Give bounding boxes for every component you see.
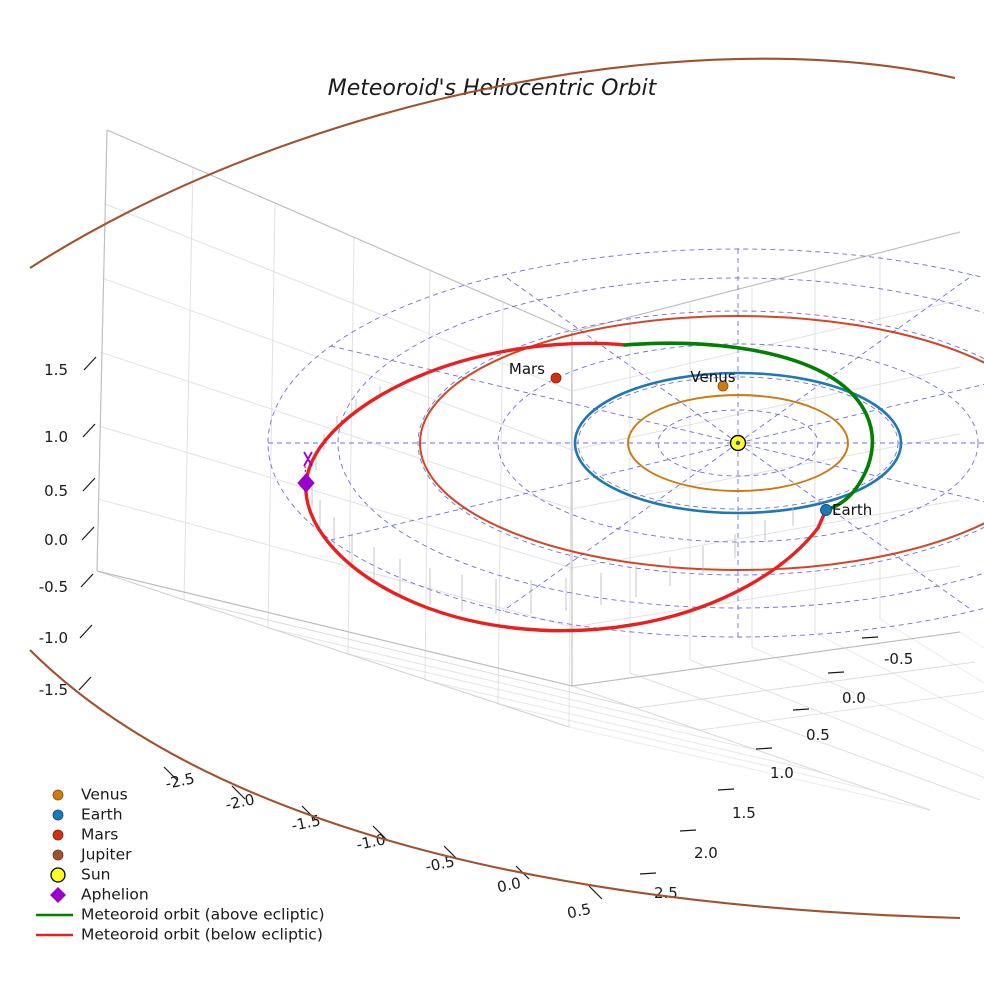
meteoroid-orbit-below-ecliptic	[304, 341, 828, 633]
legend-item-mars[interactable]: Mars	[52, 826, 118, 844]
y-tick-0: -0.5	[884, 650, 913, 668]
x-tick-5: 0.0	[495, 874, 522, 897]
legend-earth-label: Earth	[81, 806, 123, 824]
legend-item-earth[interactable]: Earth	[52, 806, 123, 824]
mars-label: Mars	[509, 360, 545, 378]
legend-item-orbit-above[interactable]: Meteoroid orbit (above ecliptic)	[36, 906, 325, 924]
aphelion-cross-icon	[303, 451, 313, 467]
legend-earth-marker-icon	[52, 809, 64, 821]
y-axis-ticks	[639, 636, 879, 875]
y-tick-1: 0.0	[842, 689, 866, 707]
legend-jupiter-label: Jupiter	[80, 846, 132, 864]
mars-orbit	[419, 315, 984, 571]
earth-label: Earth	[832, 501, 872, 519]
y-tick-5: 2.0	[694, 844, 718, 862]
legend-orbit-above-label: Meteoroid orbit (above ecliptic)	[81, 906, 325, 924]
legend-venus-marker-icon	[52, 789, 64, 801]
z-axis-tick-labels: 1.5 1.0 0.5 0.0 -0.5 -1.0 -1.5	[39, 361, 68, 699]
axis-box-edges	[96, 129, 961, 687]
legend-item-aphelion[interactable]: Aphelion	[50, 886, 149, 904]
back-right-wall-grid	[571, 231, 961, 687]
earth-orbit	[573, 371, 903, 515]
z-tick-0: 1.5	[44, 361, 68, 379]
legend-aphelion-diamond-icon	[50, 887, 66, 903]
x-tick-0: -2.5	[164, 769, 196, 793]
z-tick-3: 0.0	[44, 531, 68, 549]
legend-mars-marker-icon	[52, 829, 64, 841]
legend-orbit-below-label: Meteoroid orbit (below ecliptic)	[81, 926, 323, 944]
venus-label: Venus	[690, 368, 735, 386]
legend-sun-label: Sun	[81, 866, 111, 884]
legend: Venus Earth Mars Jupiter Sun	[36, 786, 325, 944]
x-tick-3: -1.0	[355, 830, 387, 854]
y-tick-6: 2.5	[654, 884, 678, 902]
z-axis-ticks	[78, 356, 97, 691]
z-tick-2: 0.5	[44, 482, 68, 500]
axis-panes	[96, 129, 984, 811]
mars-marker	[550, 372, 562, 384]
ecliptic-polar-grid	[267, 248, 984, 638]
y-axis-tick-labels: -0.5 0.0 0.5 1.0 1.5 2.0 2.5	[654, 650, 913, 902]
meteoroid-droplines	[311, 386, 794, 614]
z-tick-5: -1.0	[39, 629, 68, 647]
venus-marker	[717, 380, 729, 392]
sun-center-dot	[735, 440, 741, 446]
jupiter-orbit	[29, 57, 961, 920]
legend-sun-marker-icon	[50, 867, 66, 883]
z-tick-6: -1.5	[39, 681, 68, 699]
aphelion-diamond-marker	[297, 473, 315, 493]
venus-orbit	[627, 394, 849, 492]
z-tick-1: 1.0	[44, 428, 68, 446]
x-tick-1: -2.0	[224, 790, 256, 814]
aphelion-marker-group	[297, 451, 315, 493]
legend-item-venus[interactable]: Venus	[52, 786, 128, 804]
earth-marker	[820, 504, 832, 516]
x-axis-tick-labels: -2.5 -2.0 -1.5 -1.0 -0.5 0.0 0.5	[164, 769, 593, 922]
legend-item-orbit-below[interactable]: Meteoroid orbit (below ecliptic)	[36, 926, 323, 944]
legend-item-jupiter[interactable]: Jupiter	[52, 846, 132, 864]
legend-jupiter-marker-icon	[52, 849, 64, 861]
legend-mars-label: Mars	[81, 826, 118, 844]
body-markers	[550, 372, 832, 516]
x-tick-6: 0.5	[565, 900, 592, 923]
z-tick-4: -0.5	[39, 578, 68, 596]
legend-venus-label: Venus	[81, 786, 128, 804]
legend-aphelion-label: Aphelion	[81, 886, 149, 904]
meteoroid-orbit-above-ecliptic	[623, 341, 875, 512]
y-tick-3: 1.0	[770, 764, 794, 782]
y-tick-4: 1.5	[732, 804, 756, 822]
legend-item-sun[interactable]: Sun	[50, 866, 111, 884]
x-tick-4: -0.5	[424, 852, 456, 876]
y-tick-2: 0.5	[806, 726, 830, 744]
